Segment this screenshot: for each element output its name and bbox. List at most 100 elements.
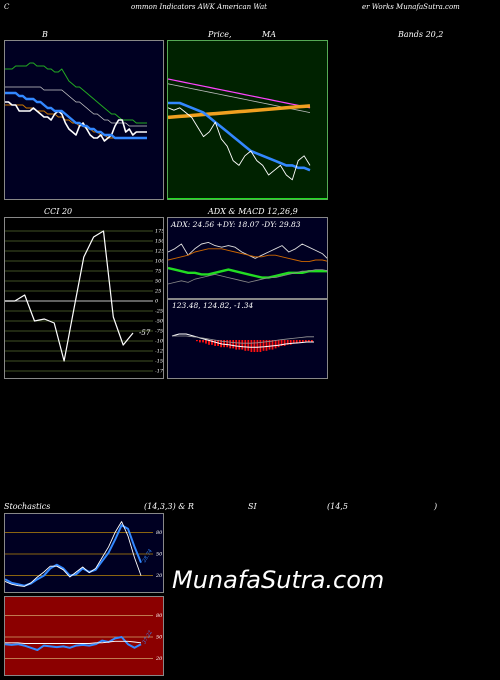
macd-hist-bar [238, 340, 241, 350]
macd-hist-bar [286, 340, 289, 345]
rsi-main-line [5, 636, 142, 651]
cci-tick-label: 150 [155, 239, 164, 245]
stoch-panel: 80 50 20 28.74 [4, 513, 164, 593]
macd-hist-bar [211, 340, 213, 345]
rsi-panel: 80 50 20 37.22 [4, 596, 164, 676]
adx-readout: ADX: 24.56 +DY: 18.07 -DY: 29.83 [171, 220, 301, 229]
bollinger-title: B [42, 30, 48, 39]
minus-di-line [168, 266, 327, 279]
macd-hist-bar [229, 340, 232, 349]
cci-last-value: -57 [139, 329, 151, 337]
rsi-close: ) [434, 502, 438, 511]
cci-tick-label: 175 [155, 229, 164, 235]
macd-hist-bar [268, 340, 271, 350]
bollinger-chart [5, 62, 147, 142]
macd-hist-bar [199, 340, 201, 343]
cci-tick-label: -25 [155, 309, 163, 315]
cci-chart: 175 150 125 100 75 50 25 0 -25 -50 -75 -100 -125 -150… [5, 229, 164, 375]
macd-hist-bar [208, 340, 210, 345]
macd-hist-bar [265, 340, 268, 351]
cci-tick-label: -75 [155, 329, 163, 335]
macd-hist-bar [214, 340, 216, 346]
macd-hist-bar [280, 340, 283, 346]
rsi-params: (14,5 [327, 502, 348, 511]
macd-hist-bar [304, 340, 307, 342]
macd-readout: 123.48, 124.82, -1.34 [172, 301, 254, 310]
adx-title: ADX & MACD 12,26,9 [208, 207, 298, 216]
cci-tick-label: 0 [155, 299, 159, 305]
cci-tick-label: -175 [155, 369, 164, 375]
macd-hist-bar [241, 340, 244, 350]
macd-hist-bar [295, 340, 298, 344]
macd-hist-bar [205, 340, 207, 344]
cci-tick-label: 100 [155, 259, 164, 265]
plus-di-line [168, 269, 327, 285]
macd-hist-bar [223, 340, 225, 348]
moving-average-line [5, 91, 147, 140]
stochastics-main-line [5, 524, 142, 587]
cci-tick-label: 50 [155, 279, 162, 285]
cci-tick-label: -150 [155, 359, 164, 365]
stoch-title: Stochastics [4, 502, 51, 511]
cci-tick-label: -100 [155, 339, 164, 345]
rsi-title: SI [248, 502, 257, 511]
rsi-chart: 80 50 20 37.22 [5, 613, 163, 662]
header-title: ommon Indicators AWK American Wat [131, 3, 267, 11]
macd-hist-bar [259, 340, 262, 352]
cci-line [5, 230, 134, 362]
cci-tick-label: -50 [155, 319, 164, 325]
watermark: MunafaSutra.com [172, 566, 385, 594]
ma-blue-line [168, 101, 311, 172]
price-line [168, 107, 311, 181]
macd-hist-bar [277, 340, 280, 348]
price-ma-title: MA [262, 30, 276, 39]
rsi-tick-label: 80 [156, 613, 163, 619]
macd-hist-bar [307, 340, 310, 342]
rsi-last-value: 37.22 [142, 630, 154, 645]
macd-hist-bar [202, 340, 204, 343]
macd-hist-bar [292, 340, 295, 344]
adx-panel: ADX: 24.56 +DY: 18.07 -DY: 29.83 [167, 217, 328, 299]
price-ma-chart [168, 78, 327, 199]
macd-hist-bar [262, 340, 265, 351]
rsi-tick-label: 50 [156, 635, 163, 641]
macd-hist-bar [247, 340, 250, 351]
adx-chart [168, 241, 327, 285]
macd-panel: 123.48, 124.82, -1.34 [167, 299, 328, 379]
signal-line [172, 335, 314, 344]
price-title: Price, [208, 30, 232, 39]
adx-line [168, 248, 327, 263]
macd-hist-bar [311, 340, 313, 342]
stoch-chart: 80 50 20 28.74 [5, 521, 163, 587]
stochastics-tick-label: 50 [156, 552, 163, 558]
upper-band-line [5, 62, 147, 124]
macd-hist-bar [283, 340, 286, 346]
macd-hist-bar [301, 340, 304, 343]
cci-tick-label: 75 [155, 269, 161, 275]
cci-tick-label: 125 [155, 249, 164, 255]
macd-hist-bar [298, 340, 301, 343]
stochastics-tick-label: 80 [156, 530, 163, 536]
macd-hist-bar [274, 340, 277, 349]
cci-tick-label: -125 [155, 349, 164, 355]
macd-hist-bar [253, 340, 256, 352]
rsi-tick-label: 20 [155, 656, 163, 662]
stoch-params: (14,3,3) & R [144, 502, 194, 511]
rsi-signal-line [5, 640, 142, 644]
price-ma-panel [167, 40, 328, 200]
price-line [5, 101, 147, 142]
macd-hist-bar [256, 340, 259, 352]
macd-hist-bar [271, 340, 274, 350]
macd-hist-bar [244, 340, 247, 351]
macd-hist-bar [250, 340, 253, 352]
bollinger-panel [4, 40, 164, 200]
macd-hist-bar [232, 340, 235, 349]
ma-pink-line [168, 78, 311, 109]
stochastics-signal-line [5, 521, 142, 587]
ma-orange-line [168, 104, 311, 120]
cci-title: CCI 20 [44, 207, 73, 216]
stochastics-tick-label: 20 [155, 573, 163, 579]
bands-title: Bands 20,2 [398, 30, 444, 39]
cci-panel: 175 150 125 100 75 50 25 0 -25 -50 -75 -100 -125 -150… [4, 217, 164, 379]
